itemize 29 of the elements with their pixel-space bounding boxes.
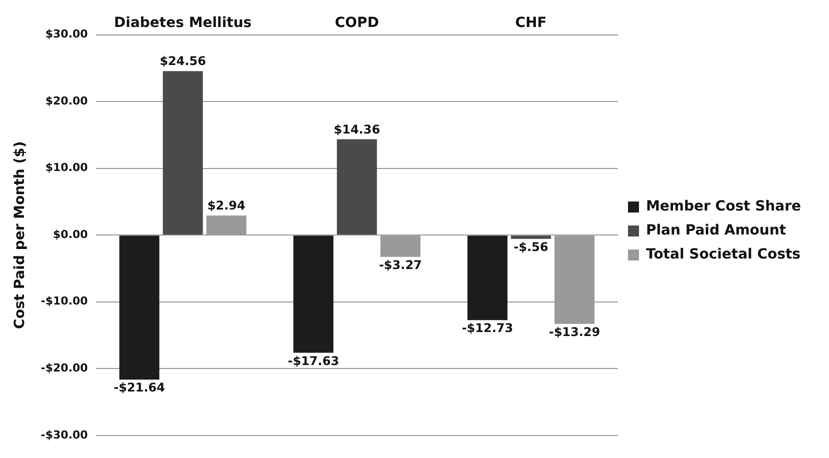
bar bbox=[336, 139, 377, 235]
x-tick-label: COPD bbox=[334, 15, 379, 32]
legend-label: Plan Paid Amount bbox=[646, 222, 786, 239]
data-label: $14.36 bbox=[334, 122, 380, 136]
y-axis-title: Cost Paid per Month ($) bbox=[12, 141, 28, 329]
y-tick-label: $30.00 bbox=[45, 28, 88, 41]
data-label: -$3.27 bbox=[378, 258, 422, 272]
bar bbox=[467, 236, 508, 320]
data-label: -$21.64 bbox=[114, 380, 165, 395]
bar bbox=[293, 236, 334, 353]
data-label: -$.56 bbox=[514, 240, 548, 254]
x-tick-label: Diabetes Mellitus bbox=[114, 15, 252, 32]
data-label: -$17.63 bbox=[288, 354, 340, 368]
bar bbox=[510, 236, 551, 239]
data-label: $2.94 bbox=[207, 198, 246, 213]
y-tick-label: $0.00 bbox=[53, 228, 88, 241]
data-label: -$13.29 bbox=[548, 324, 600, 339]
y-tick-label: $10.00 bbox=[45, 161, 88, 174]
y-tick-label: -$30.00 bbox=[40, 428, 88, 442]
data-label: $24.56 bbox=[160, 54, 206, 68]
legend-label: Member Cost Share bbox=[646, 198, 801, 215]
legend-label: Total Societal Costs bbox=[646, 246, 800, 263]
bar bbox=[162, 71, 203, 235]
y-tick-label: -$10.00 bbox=[40, 294, 88, 308]
x-tick-label: CHF bbox=[515, 15, 547, 32]
data-label: -$12.73 bbox=[462, 321, 514, 336]
y-tick-label: $20.00 bbox=[45, 94, 88, 108]
y-tick-label: -$20.00 bbox=[40, 361, 88, 374]
bar bbox=[119, 236, 160, 380]
